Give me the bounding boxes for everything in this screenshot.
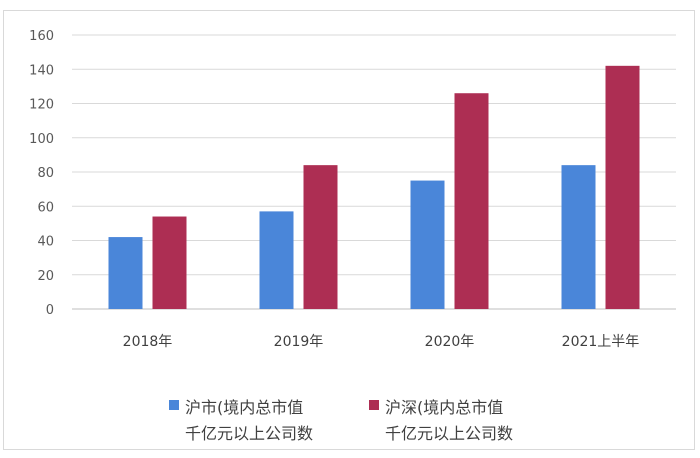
- y-tick-label: 80: [37, 166, 54, 181]
- y-axis-ticks: 0 20 40 60 80 100 120 140 160: [29, 29, 54, 318]
- y-tick-label: 60: [37, 200, 54, 215]
- bar-series-1-cat-3: [410, 180, 445, 309]
- x-category-label: 2019年: [274, 334, 324, 350]
- y-tick-label: 160: [29, 29, 54, 44]
- bar-series-2-cat-3: [454, 93, 489, 309]
- legend-label-series-2-line1: 沪深(境内总市值: [385, 398, 504, 417]
- y-tick-label: 20: [37, 269, 54, 284]
- bar-chart: 0 20 40 60 80 100 120 140 160 2018年 2019年 2020年 202…: [29, 29, 676, 350]
- bar-series-1-cat-1: [108, 237, 143, 309]
- legend-label-series-2-line2: 千亿元以上公司数: [385, 424, 514, 443]
- chart-frame: 0 20 40 60 80 100 120 140 160 2018年 2019年 2020年 202…: [3, 10, 695, 450]
- y-tick-label: 100: [29, 132, 54, 147]
- legend: 沪市(境内总市值 千亿元以上公司数 沪深(境内总市值 千亿元以上公司数: [169, 394, 589, 454]
- x-category-label: 2018年: [123, 334, 173, 350]
- legend-label-series-1-line1: 沪市(境内总市值: [185, 398, 304, 417]
- bar-series-2-cat-2: [303, 165, 338, 309]
- legend-label-series-1-line2: 千亿元以上公司数: [185, 424, 314, 443]
- y-tick-label: 0: [46, 303, 54, 318]
- bar-series-2-cat-4: [605, 65, 640, 309]
- x-category-label: 2020年: [425, 334, 475, 350]
- x-category-label: 2021上半年: [562, 334, 640, 350]
- y-tick-label: 140: [29, 63, 54, 78]
- x-axis-labels: 2018年 2019年 2020年 2021上半年: [123, 334, 640, 350]
- bar-series-1-cat-4: [561, 165, 596, 309]
- legend-swatch-series-1: [169, 400, 179, 410]
- bars: [108, 65, 640, 309]
- bar-series-2-cat-1: [152, 216, 187, 309]
- bar-series-1-cat-2: [259, 211, 294, 309]
- y-tick-label: 40: [37, 235, 54, 250]
- y-tick-label: 120: [29, 98, 54, 113]
- legend-swatch-series-2: [369, 400, 379, 410]
